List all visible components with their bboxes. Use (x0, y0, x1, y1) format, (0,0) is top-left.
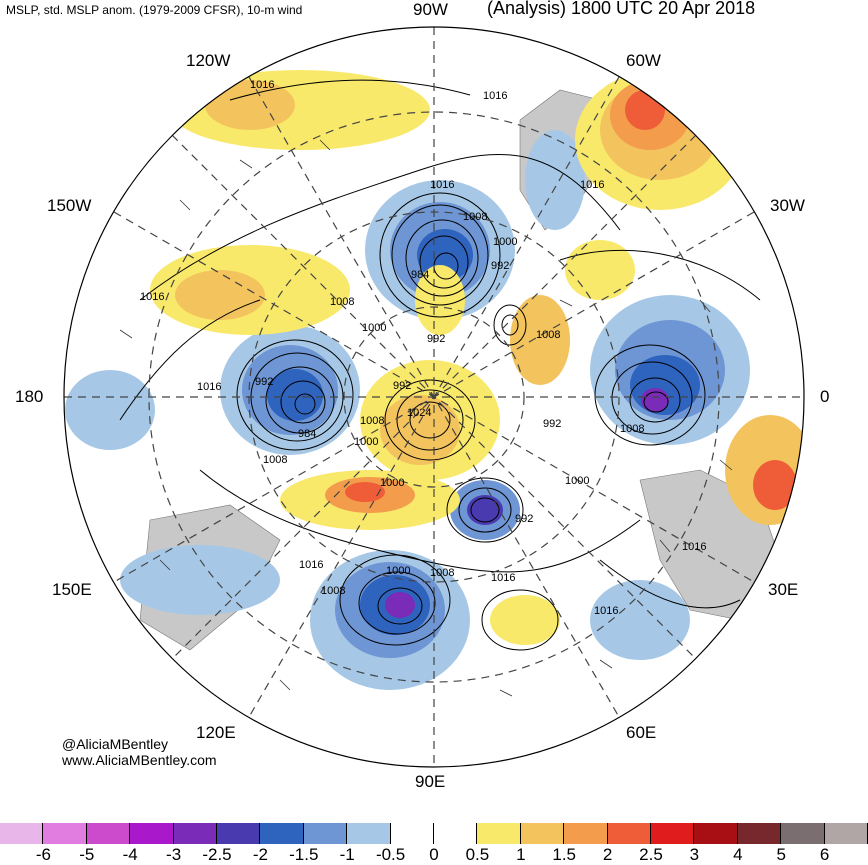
colorbar-label: 1 (516, 845, 526, 864)
lon-label-150w: 150W (47, 196, 92, 215)
pressure-label: 1024 (407, 407, 431, 419)
colorbar-segment (651, 823, 695, 844)
colorbar-label: -0.5 (375, 845, 406, 864)
colorbar-label: 2 (602, 845, 613, 864)
pressure-label: 992 (393, 380, 411, 392)
lon-label-120e: 120E (196, 723, 236, 742)
colorbar-segment (781, 823, 825, 844)
lon-label-60e: 60E (626, 723, 657, 742)
colorbar-segment (477, 823, 521, 844)
pressure-label: 1000 (354, 436, 378, 448)
pressure-label: 1016 (250, 79, 274, 91)
credit-site: www.AliciaMBentley.com (62, 752, 217, 768)
colorbar-segment (0, 823, 44, 844)
colorbar-label: -4 (122, 845, 138, 864)
colorbar-label: 6 (819, 845, 830, 864)
map-disk: 1016 1016 1016 1016 1008 1000 992 984 10… (64, 27, 804, 767)
wind-barbs (119, 139, 733, 697)
colorbar-label: 2.5 (639, 845, 663, 864)
pressure-label: 1008 (263, 454, 287, 466)
colorbar-segment (86, 823, 131, 844)
pressure-label: 992 (255, 376, 273, 388)
colorbar-label: 0.5 (465, 845, 490, 864)
isobars (119, 79, 761, 651)
colorbar-segment (217, 823, 261, 844)
colorbar-segment (520, 823, 565, 844)
pressure-label: 1000 (362, 322, 386, 334)
lon-label-90e: 90E (415, 772, 446, 791)
pressure-label: 984 (411, 269, 429, 281)
pressure-label: 1016 (430, 179, 454, 191)
colorbar-segment (303, 823, 348, 844)
colorbar-label: -6 (35, 845, 51, 864)
credit-handle: @AliciaMBentley (62, 736, 169, 752)
pressure-label: 1016 (197, 381, 221, 393)
pressure-label: 1008 (463, 211, 487, 223)
pressure-label: 1008 (536, 329, 560, 341)
colorbar-label: 3 (689, 845, 700, 864)
colorbar-label: -5 (79, 845, 95, 864)
pressure-label: 1008 (321, 585, 345, 597)
pressure-label: 1000 (493, 236, 517, 248)
colorbar-label: 1.5 (552, 845, 576, 864)
pressure-label: 1008 (620, 423, 644, 435)
colorbar-segment (694, 823, 738, 844)
pressure-label: 1016 (580, 179, 604, 191)
polar-map: 1016 1016 1016 1016 1008 1000 992 984 10… (63, 26, 805, 768)
pressure-label: 1008 (360, 415, 384, 427)
pressure-label: 1000 (386, 565, 410, 577)
colorbar: -6 -5 -4 -3 -2.5 -2 -1.5 -1 -0.5 0 0.5 1 1.5 2 2.5 3 4 5 6 (0, 823, 868, 865)
colorbar-segment (824, 823, 868, 844)
colorbar-label: -1 (339, 845, 355, 864)
colorbar-label: -1.5 (289, 845, 319, 864)
pressure-label: 984 (298, 428, 316, 440)
pressure-label: 1000 (565, 475, 589, 487)
map-title: MSLP, std. MSLP anom. (1979-2009 CFSR), … (6, 3, 303, 17)
lon-label-0: 0 (820, 387, 830, 406)
lon-label-180: 180 (15, 387, 44, 406)
lon-label-30e: 30E (768, 580, 799, 599)
pressure-label: 1016 (491, 572, 515, 584)
colorbar-segment (130, 823, 174, 844)
pressure-labels: 1016 1016 1016 1016 1008 1000 992 984 10… (140, 79, 706, 617)
colorbar-label: 5 (776, 845, 786, 864)
pressure-label: 1000 (380, 477, 404, 489)
colorbar-segment (390, 823, 434, 844)
colorbar-label: 0 (429, 845, 439, 864)
pressure-label: 1016 (594, 605, 618, 617)
lon-label-150e: 150E (52, 580, 92, 599)
pressure-label: 1016 (682, 541, 706, 553)
colorbar-segment (173, 823, 217, 844)
pressure-label: 992 (543, 418, 561, 430)
colorbar-segment (260, 823, 304, 844)
colorbar-label: -2 (252, 845, 268, 864)
pressure-label: 992 (515, 513, 533, 525)
pressure-label: 992 (491, 260, 509, 272)
lon-label-30w: 30W (770, 196, 805, 215)
pressure-label: 1016 (140, 291, 164, 303)
pressure-label: 1016 (483, 90, 507, 102)
colorbar-label: -2.5 (202, 845, 232, 864)
pressure-label: 1016 (299, 559, 323, 571)
colorbar-segment (434, 823, 478, 844)
colorbar-segment (43, 823, 87, 844)
lon-label-60w: 60W (626, 51, 661, 70)
colorbar-label: 4 (733, 845, 743, 864)
map-border (63, 26, 805, 768)
colorbar-segment (737, 823, 782, 844)
colorbar-label: -3 (166, 845, 182, 864)
lon-label-120w: 120W (186, 51, 231, 70)
pressure-label: 1008 (430, 567, 454, 579)
pressure-label: 1008 (330, 296, 354, 308)
colorbar-segment (347, 823, 391, 844)
pressure-label: 992 (427, 333, 445, 345)
credit: @AliciaMBentley www.AliciaMBentley.com (62, 736, 217, 768)
valid-time-title: (Analysis) 1800 UTC 20 Apr 2018 (487, 0, 756, 18)
colorbar-segment (564, 823, 608, 844)
colorbar-segment (607, 823, 651, 844)
lon-label-90w: 90W (413, 0, 448, 19)
graticule (64, 27, 804, 767)
